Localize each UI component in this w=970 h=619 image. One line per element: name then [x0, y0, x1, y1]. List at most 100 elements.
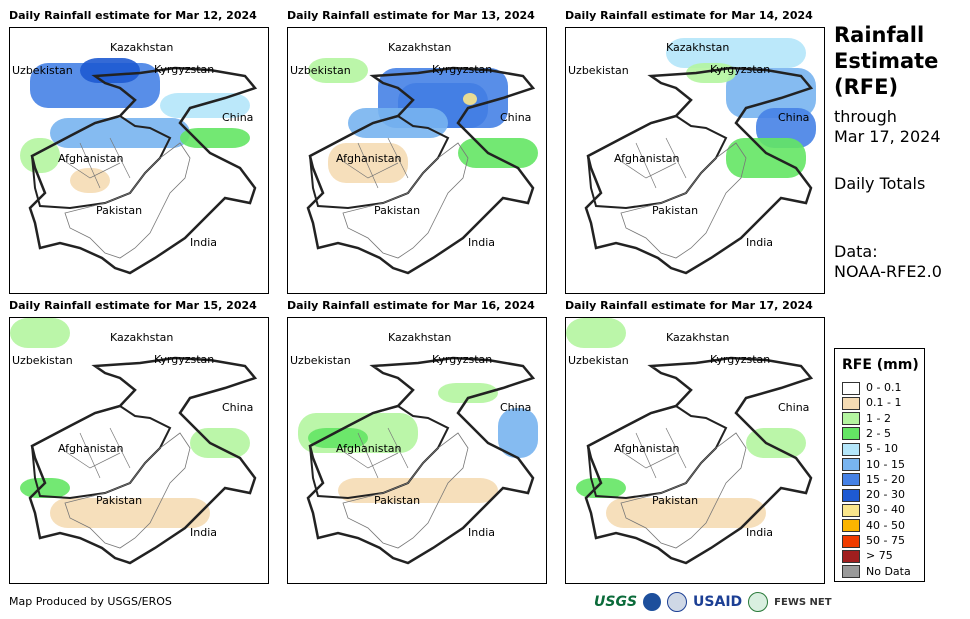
- province-lines: [64, 142, 191, 259]
- legend-swatch: [842, 381, 860, 395]
- country-label-pakistan: Pakistan: [96, 204, 143, 217]
- country-label-afghanistan: Afghanistan: [614, 152, 680, 165]
- legend-title: RFE (mm): [842, 357, 919, 373]
- panel-title: Daily Rainfall estimate for Mar 15, 2024: [9, 299, 257, 312]
- legend-swatch: [842, 473, 860, 487]
- legend-swatch: [842, 503, 860, 517]
- fews-globe-icon: [748, 592, 769, 612]
- legend-item: 0 - 0.1: [842, 381, 901, 396]
- province-lines: [337, 427, 409, 479]
- country-label-china: China: [500, 401, 532, 414]
- rainfall-panel: Daily Rainfall estimate for Mar 15, 2024…: [9, 299, 269, 584]
- legend-item: 30 - 40: [842, 503, 905, 518]
- legend-label: 20 - 30: [866, 488, 905, 502]
- rainfall-area: [160, 93, 250, 118]
- province-lines: [59, 137, 131, 189]
- rainfall-map: Kazakhstan Uzbekistan Kyrgyzstan China Afgha…: [565, 27, 825, 294]
- country-label-uzbekistan: Uzbekistan: [12, 64, 73, 77]
- rainfall-area: [576, 478, 626, 498]
- data-source: Data: NOAA-RFE2.0: [834, 242, 942, 281]
- credit-text: Map Produced by USGS/EROS: [9, 595, 172, 608]
- panel-title: Daily Rainfall estimate for Mar 14, 2024: [565, 9, 813, 22]
- rainfall-map: Kazakhstan Uzbekistan Kyrgyzstan China Afgha…: [9, 27, 269, 294]
- country-label-uzbekistan: Uzbekistan: [12, 354, 73, 367]
- rainfall-area: [50, 118, 190, 148]
- country-label-pakistan: Pakistan: [96, 494, 143, 507]
- country-label-china: China: [778, 111, 810, 124]
- usgs-logo: USGS: [594, 594, 638, 610]
- legend-label: 10 - 15: [866, 457, 905, 471]
- rainfall-area: [190, 428, 250, 458]
- rainfall-map: Kazakhstan Uzbekistan Kyrgyzstan China Afgha…: [287, 27, 547, 294]
- country-label-kyrgyzstan: Kyrgyzstan: [154, 353, 215, 366]
- province-lines: [337, 137, 409, 189]
- rainfall-panel: Daily Rainfall estimate for Mar 12, 2024…: [9, 9, 269, 294]
- rainfall-panel: Daily Rainfall estimate for Mar 16, 2024…: [287, 299, 547, 584]
- country-label-kyrgyzstan: Kyrgyzstan: [154, 63, 215, 76]
- country-label-uzbekistan: Uzbekistan: [568, 354, 629, 367]
- country-label-india: India: [468, 236, 495, 249]
- rainfall-area: [308, 428, 368, 448]
- legend-label: 1 - 2: [866, 411, 891, 425]
- country-label-afghanistan: Afghanistan: [336, 152, 402, 165]
- rainfall-area: [438, 383, 498, 403]
- legend-swatch: [842, 427, 860, 441]
- rainfall-area: [338, 478, 498, 503]
- legend-item: No Data: [842, 565, 911, 580]
- usaid-logo: USAID: [693, 594, 743, 610]
- panel-title: Daily Rainfall estimate for Mar 13, 2024: [287, 9, 535, 22]
- country-label-pakistan: Pakistan: [652, 204, 699, 217]
- rainfall-area: [328, 143, 408, 183]
- rainfall-area: [80, 58, 140, 83]
- region-border: [584, 356, 814, 565]
- legend-label: 0.1 - 1: [866, 396, 902, 410]
- province-lines: [620, 432, 747, 549]
- country-label-china: China: [222, 111, 254, 124]
- region-border: [28, 356, 258, 565]
- through-date: through Mar 17, 2024: [834, 107, 941, 146]
- state-seal-icon: [667, 592, 688, 612]
- province-lines: [615, 427, 687, 479]
- rainfall-area: [458, 138, 538, 168]
- country-label-pakistan: Pakistan: [652, 494, 699, 507]
- panel-title: Daily Rainfall estimate for Mar 16, 2024: [287, 299, 535, 312]
- legend-item: 0.1 - 1: [842, 396, 901, 411]
- country-label-kyrgyzstan: Kyrgyzstan: [432, 63, 493, 76]
- fews-net-logo: FEWS NET: [774, 596, 832, 608]
- rainfall-panel: Daily Rainfall estimate for Mar 14, 2024…: [565, 9, 825, 294]
- legend-item: 50 - 75: [842, 534, 905, 549]
- country-label-china: China: [778, 401, 810, 414]
- legend-swatch: [842, 458, 860, 471]
- country-label-kazakhstan: Kazakhstan: [388, 41, 452, 54]
- country-label-china: China: [222, 401, 254, 414]
- country-label-india: India: [190, 526, 217, 539]
- country-label-india: India: [746, 526, 773, 539]
- province-lines: [64, 432, 191, 549]
- legend-label: 5 - 10: [866, 442, 898, 456]
- legend-swatch: [842, 442, 860, 456]
- rainfall-area: [20, 478, 70, 498]
- country-label-afghanistan: Afghanistan: [58, 442, 124, 455]
- noaa-logo-icon: [643, 593, 662, 611]
- daily-totals-label: Daily Totals: [834, 174, 926, 193]
- province-lines: [620, 142, 747, 259]
- legend-swatch: [842, 396, 860, 410]
- country-label-uzbekistan: Uzbekistan: [290, 354, 351, 367]
- legend-item: 20 - 30: [842, 488, 905, 503]
- legend-item: > 75: [842, 549, 893, 564]
- legend-label: > 75: [866, 549, 893, 563]
- country-label-india: India: [190, 236, 217, 249]
- panel-title: Daily Rainfall estimate for Mar 12, 2024: [9, 9, 257, 22]
- province-lines: [615, 137, 687, 189]
- province-lines: [59, 427, 131, 479]
- legend-swatch: [842, 488, 860, 502]
- country-label-india: India: [468, 526, 495, 539]
- legend-item: 15 - 20: [842, 473, 905, 488]
- country-label-afghanistan: Afghanistan: [58, 152, 124, 165]
- region-border: [28, 66, 258, 275]
- rainfall-panel: Daily Rainfall estimate for Mar 13, 2024…: [287, 9, 547, 294]
- legend-item: 40 - 50: [842, 519, 905, 534]
- country-label-kyrgyzstan: Kyrgyzstan: [710, 63, 771, 76]
- rainfall-area: [308, 58, 368, 83]
